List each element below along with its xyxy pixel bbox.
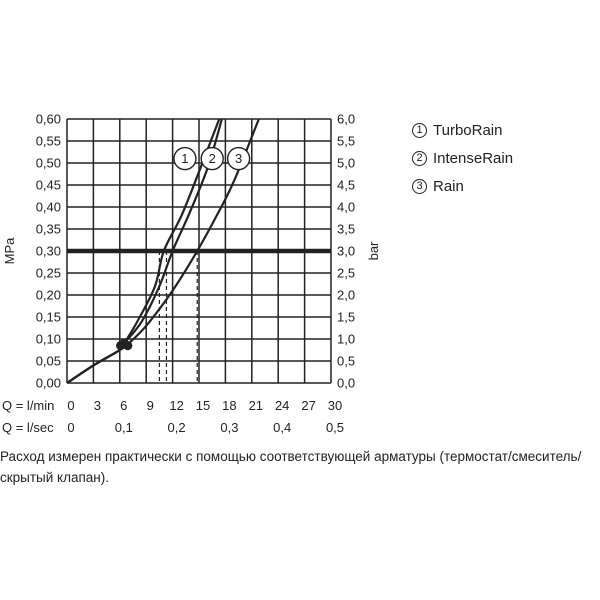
series-line-rain — [66, 118, 260, 384]
x-lmin-tick-label: 15 — [196, 398, 210, 413]
y-right-tick-label: 2,0 — [337, 288, 355, 303]
curve-badge-1 — [173, 146, 197, 171]
y-left-tick-label: 0,30 — [36, 244, 61, 259]
y-left-tick-label: 0,45 — [36, 178, 61, 193]
y-left-tick-label: 0,15 — [36, 310, 61, 325]
x-lmin-axis-label: Q = l/min — [2, 398, 54, 413]
legend-item-rain: 3 Rain — [412, 172, 513, 200]
y-left-axis-label: MPa — [2, 237, 17, 265]
measurement-note: Расход измерен практически с помощью соо… — [0, 449, 582, 485]
x-lmin-tick-label: 21 — [249, 398, 263, 413]
y-left-tick-label: 0,10 — [36, 332, 61, 347]
flow-chart: 0,000,050,100,150,200,250,300,350,400,45… — [2, 112, 381, 436]
y-left-tick-label: 0,00 — [36, 376, 61, 391]
y-right-tick-label: 6,0 — [337, 112, 355, 127]
x-lmin-tick-label: 30 — [328, 398, 342, 413]
y-left-tick-label: 0,05 — [36, 354, 61, 369]
y-left-tick-label: 0,40 — [36, 200, 61, 215]
x-lmin-tick-label: 6 — [120, 398, 127, 413]
y-left-tick-label: 0,25 — [36, 266, 61, 281]
legend-badge-2: 2 — [412, 150, 427, 166]
y-left-tick-label: 0,55 — [36, 134, 61, 149]
y-right-tick-label: 3,5 — [337, 222, 355, 237]
x-lmin-tick-label: 18 — [222, 398, 236, 413]
curve-badge-label-3: 3 — [235, 151, 242, 166]
legend-label-turborain: TurboRain — [433, 121, 503, 139]
y-right-tick-label: 1,5 — [337, 310, 355, 325]
y-right-tick-label: 4,0 — [337, 200, 355, 215]
y-right-axis-label: bar — [366, 241, 381, 260]
x-lmin-tick-label: 12 — [169, 398, 183, 413]
y-right-tick-label: 3,0 — [337, 244, 355, 259]
x-lmin-tick-label: 9 — [147, 398, 154, 413]
y-right-tick-label: 1,0 — [337, 332, 355, 347]
x-lsec-tick-label: 0,1 — [115, 420, 133, 435]
x-lmin-tick-label: 0 — [67, 398, 74, 413]
legend-label-intenserain: IntenseRain — [433, 149, 514, 167]
y-left-tick-label: 0,50 — [36, 156, 61, 171]
operating-point-dot — [123, 341, 133, 351]
legend-item-turborain: 1 TurboRain — [412, 116, 513, 144]
y-right-tick-label: 5,0 — [337, 156, 355, 171]
y-left-tick-label: 0,35 — [36, 222, 61, 237]
x-lsec-axis-label: Q = l/sec — [2, 420, 54, 435]
y-left-tick-label: 0,60 — [36, 112, 61, 127]
x-lsec-tick-label: 0 — [67, 420, 74, 435]
x-lsec-tick-label: 0,3 — [220, 420, 238, 435]
curve-badge-label-1: 1 — [181, 151, 188, 166]
y-right-tick-label: 5,5 — [337, 134, 355, 149]
x-lmin-tick-label: 27 — [301, 398, 315, 413]
x-lsec-tick-label: 0,5 — [326, 420, 344, 435]
y-right-tick-label: 0,5 — [337, 354, 355, 369]
legend-badge-1: 1 — [412, 122, 427, 138]
curve-badge-3 — [226, 146, 251, 171]
legend-label-rain: Rain — [433, 177, 464, 195]
y-right-tick-label: 0,0 — [337, 376, 355, 391]
x-lsec-tick-label: 0,4 — [273, 420, 291, 435]
y-left-tick-label: 0,20 — [36, 288, 61, 303]
legend-item-intenserain: 2 IntenseRain — [412, 144, 513, 172]
legend: 1 TurboRain 2 IntenseRain 3 Rain — [412, 116, 513, 200]
curve-badge-label-2: 2 — [209, 151, 216, 166]
legend-badge-3: 3 — [412, 178, 427, 194]
x-lsec-tick-label: 0,2 — [168, 420, 186, 435]
x-lmin-tick-label: 24 — [275, 398, 289, 413]
y-right-tick-label: 4,5 — [337, 178, 355, 193]
curve-badge-2 — [200, 146, 224, 171]
y-right-tick-label: 2,5 — [337, 266, 355, 281]
x-lmin-tick-label: 3 — [94, 398, 101, 413]
